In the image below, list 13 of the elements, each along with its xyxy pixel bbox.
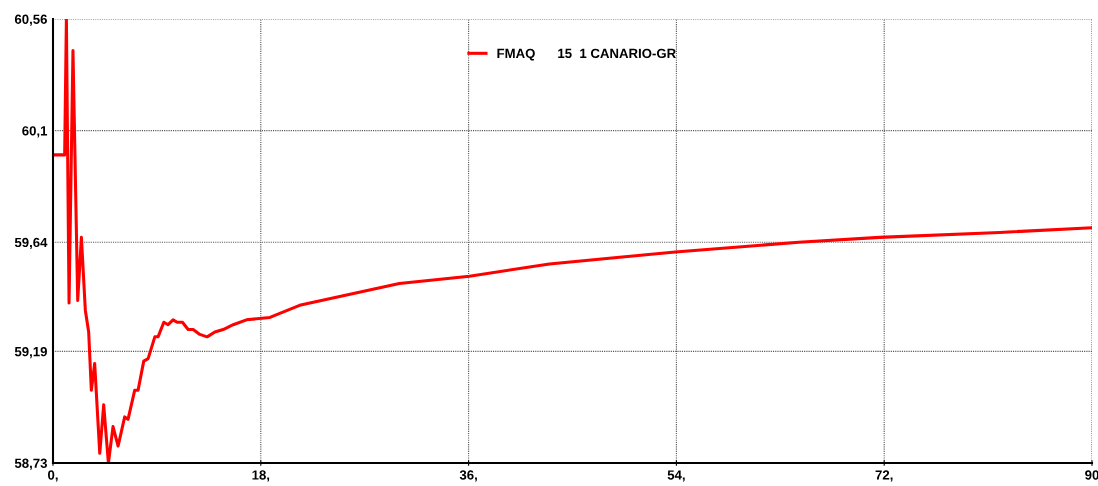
y-tick-label: 58,73 [14,458,47,470]
y-tick-label: 60,1 [22,126,48,138]
x-tick-label: 36, [459,470,477,482]
y-tick-label: 59,19 [14,346,47,359]
y-tick-label: 59,64 [14,237,48,250]
x-tick-label: 72, [875,470,893,482]
y-tick-label: 60,56 [14,14,47,26]
legend-label: FMAQ 15 1 CANARIO-GR [497,48,676,61]
x-tick-label: 0, [48,470,58,482]
x-tick-label: 54, [667,470,685,482]
line-series [53,19,1092,463]
x-tick-label: 90 [1085,470,1098,480]
x-tick-label: 18, [252,470,270,482]
